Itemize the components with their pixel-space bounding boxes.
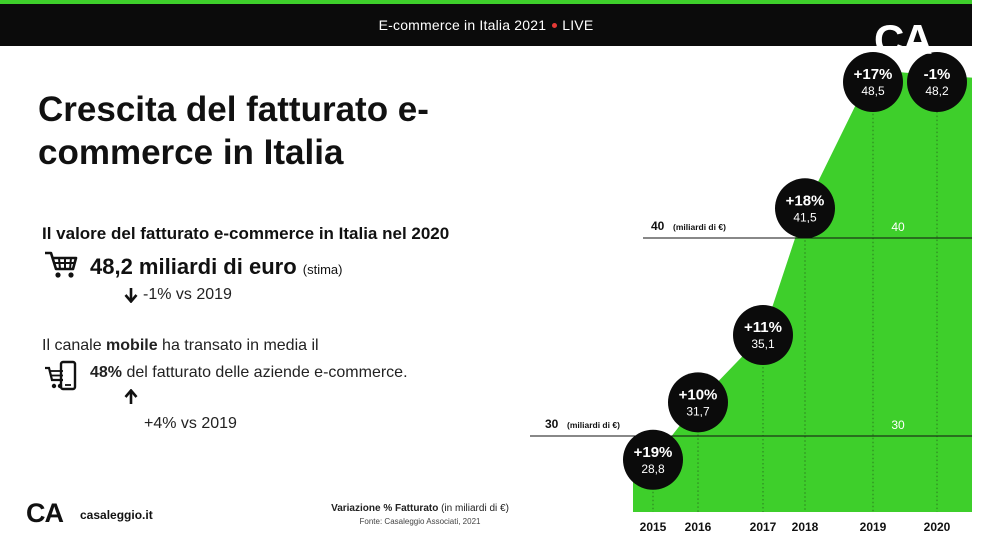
footer-logo: CA — [26, 498, 64, 528]
data-point-pct-label: +10% — [679, 386, 718, 403]
x-tick-label: 2016 — [685, 520, 712, 534]
data-point-pct-label: +18% — [786, 192, 825, 209]
footer-site[interactable]: casaleggio.it — [80, 508, 153, 522]
mobile-change: +4% vs 2019 — [144, 415, 237, 432]
data-point-pct-label: +11% — [744, 319, 782, 336]
x-tick-label: 2019 — [860, 520, 887, 534]
data-point-value-label: 48,5 — [861, 84, 885, 98]
data-point-value-label: 31,7 — [686, 404, 710, 418]
x-tick-label: 2018 — [792, 520, 819, 534]
chart-caption-rest: (in miliardi di €) — [438, 503, 509, 514]
x-tick-label: 2017 — [750, 520, 777, 534]
mobile-keyword: mobile — [106, 337, 158, 354]
reference-right-label-30: 30 — [891, 418, 905, 432]
data-point-value-label: 48,2 — [925, 84, 949, 98]
header-logo: CA — [874, 16, 933, 63]
header-bar: E-commerce in Italia 2021 LIVE — [0, 0, 972, 46]
header-title-text: E-commerce in Italia 2021 — [378, 17, 547, 33]
data-point-value-label: 28,8 — [641, 462, 665, 476]
data-point-circle — [775, 178, 835, 239]
cart-icon — [45, 251, 78, 278]
reference-unit-30: (miliardi di €) — [567, 420, 620, 430]
revenue-value-line: 48,2 miliardi di euro (stima) — [90, 254, 342, 280]
chart-caption-bold: Variazione % Fatturato — [331, 503, 439, 514]
reference-unit-40: (miliardi di €) — [673, 222, 726, 232]
revenue-value: 48,2 miliardi di euro — [90, 254, 297, 279]
data-point-pct-label: +19% — [634, 444, 673, 461]
reference-right-label-40: 40 — [891, 220, 905, 234]
page-title: Crescita del fatturato e-commerce in Ita… — [38, 90, 429, 172]
revenue-change: -1% vs 2019 — [143, 286, 232, 303]
x-tick-label: 2020 — [924, 520, 951, 534]
data-point-circle — [843, 52, 903, 112]
reference-label-30: 30 — [545, 417, 559, 431]
chart-caption: Variazione % Fatturato (in miliardi di €… — [250, 503, 590, 514]
data-point-pct-label: -1% — [924, 66, 951, 83]
live-label: LIVE — [562, 17, 594, 33]
data-point-circle — [668, 372, 728, 433]
right-gutter — [972, 0, 982, 538]
live-dot-icon — [552, 22, 558, 28]
data-point-value-label: 41,5 — [793, 210, 817, 224]
mobile-line-1-post: ha transato in media il — [157, 337, 319, 354]
mobile-line-2: 48% del fatturato delle aziende e-commer… — [90, 364, 408, 382]
data-point-circle — [907, 52, 967, 112]
data-point-circle — [623, 429, 683, 490]
data-point-circle — [733, 305, 793, 366]
mobile-percentage: 48% — [90, 364, 123, 381]
arrow-up-icon — [124, 389, 138, 404]
header-title: E-commerce in Italia 2021 LIVE — [0, 17, 972, 33]
mobile-cart-icon — [45, 360, 77, 391]
chart-source: Fonte: Casaleggio Associati, 2021 — [359, 517, 481, 526]
data-point-value-label: 35,1 — [751, 337, 775, 351]
data-point-pct-label: +17% — [854, 66, 893, 83]
revenue-heading: Il valore del fatturato e-commerce in It… — [42, 224, 450, 243]
mobile-line-2-text: del fatturato delle aziende e-commerce. — [122, 364, 408, 381]
revenue-note: (stima) — [302, 262, 343, 277]
x-tick-label: 2015 — [640, 520, 667, 534]
reference-label-40: 40 — [651, 219, 665, 233]
mobile-line-1-pre: Il canale — [42, 337, 107, 354]
mobile-line-1: Il canale mobile ha transato in media il — [42, 337, 319, 355]
arrow-down-icon — [124, 288, 138, 303]
chart-area — [633, 69, 972, 512]
